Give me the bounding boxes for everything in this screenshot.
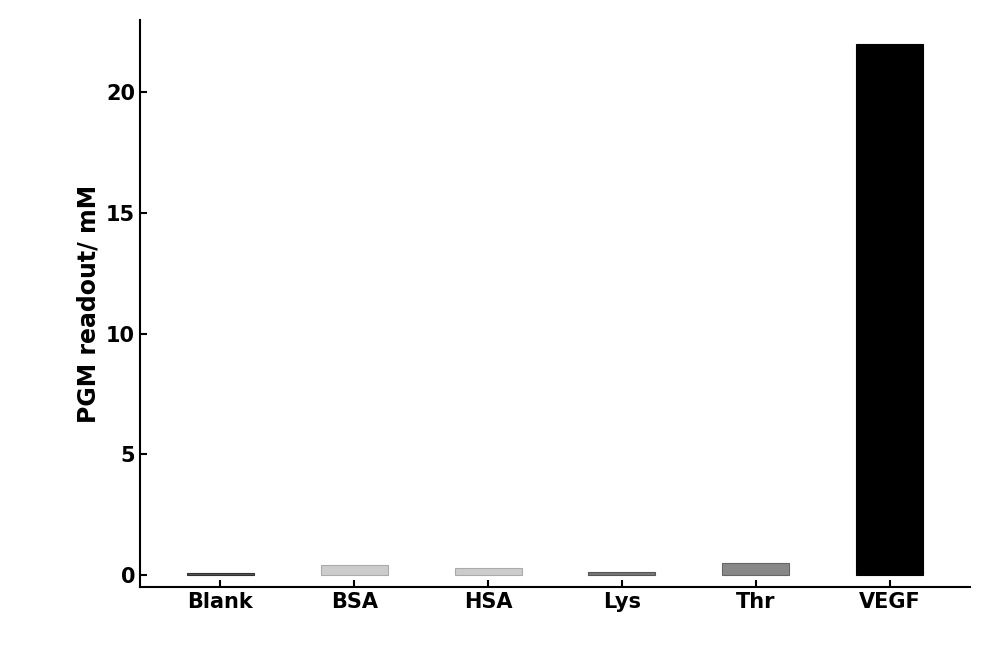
Bar xyxy=(321,565,388,575)
Bar xyxy=(722,564,789,575)
Bar xyxy=(187,574,254,575)
Bar xyxy=(588,572,655,575)
Bar xyxy=(856,44,923,575)
Bar xyxy=(455,568,522,575)
Y-axis label: PGM readout/ mM: PGM readout/ mM xyxy=(76,184,100,423)
